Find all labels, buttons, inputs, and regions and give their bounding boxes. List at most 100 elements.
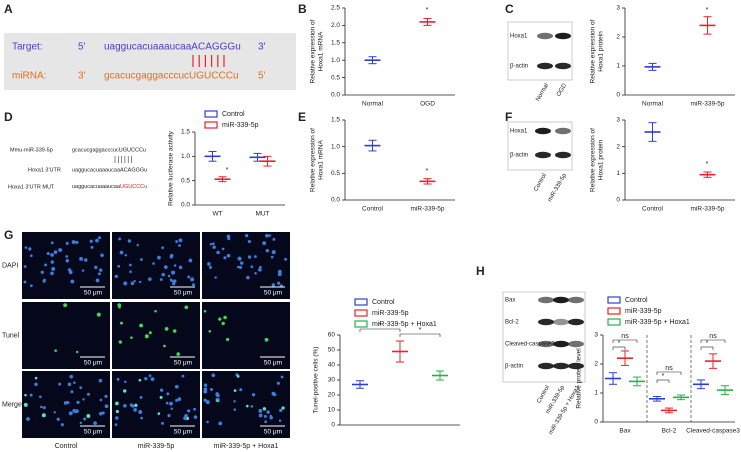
cell <box>138 410 143 414</box>
cell <box>245 234 249 238</box>
cell <box>96 312 101 317</box>
legend-swatch <box>354 298 368 306</box>
y-tick-label: 0 <box>616 197 620 204</box>
cell <box>73 381 76 384</box>
cell <box>223 256 227 260</box>
y-tick-label: 1 <box>616 63 620 70</box>
cell <box>212 242 215 246</box>
cell <box>86 414 91 418</box>
blot-band <box>537 32 553 40</box>
cell <box>60 423 64 427</box>
y-tick-label: 1 <box>616 170 620 177</box>
y-tick-label: 0.0 <box>331 197 340 204</box>
sequence-name: Mmu-miR-339-5p <box>10 147 53 153</box>
cell <box>246 275 250 280</box>
cell <box>148 277 152 282</box>
cell <box>163 344 166 348</box>
blot-band <box>568 340 584 348</box>
cell <box>279 408 283 413</box>
cell <box>238 265 243 269</box>
scale-bar-label: 50 μm <box>264 429 282 436</box>
cell <box>115 409 119 414</box>
cell <box>268 234 272 237</box>
cell <box>133 279 136 283</box>
y-tick-label: 0.0 <box>331 92 340 99</box>
cell <box>214 276 217 279</box>
cell <box>209 243 213 246</box>
cell <box>247 255 252 259</box>
cell <box>233 389 237 393</box>
blot <box>507 21 573 81</box>
y-tick-label: 1.5 <box>181 129 190 136</box>
y-tick-label: 0 <box>616 92 620 99</box>
blot-lane-label: Control <box>533 173 548 193</box>
x-tick-label: Cleaved-caspase3 <box>686 428 740 435</box>
cell <box>29 393 33 397</box>
cell <box>115 416 119 420</box>
legend-swatch <box>607 318 621 326</box>
scale-bar-label: 50 μm <box>84 290 102 297</box>
cell <box>253 255 257 258</box>
blot-band <box>553 296 569 304</box>
legend-label: Control <box>372 299 395 306</box>
cell <box>51 266 56 271</box>
cell <box>259 265 262 269</box>
cell <box>40 405 43 409</box>
cell <box>23 280 27 284</box>
cell <box>226 234 231 239</box>
x-tick-label: Control <box>362 206 384 213</box>
cell <box>280 375 284 379</box>
scale-bar-label: 50 μm <box>174 360 192 367</box>
cell <box>236 265 240 269</box>
cell <box>114 274 118 279</box>
cell <box>271 283 275 287</box>
cell <box>70 279 75 284</box>
cell <box>190 277 195 282</box>
cell <box>237 256 242 261</box>
cell <box>171 270 176 275</box>
cell <box>128 263 132 267</box>
cell <box>138 378 142 382</box>
sequence-part: uaggucacuaaaucaa <box>72 184 121 190</box>
cell <box>79 421 83 425</box>
legend-swatch <box>354 309 368 317</box>
legend-swatch <box>607 296 621 304</box>
cell <box>170 407 173 411</box>
x-tick-label: Normal <box>642 101 664 108</box>
legend-label: miR-339-5p <box>372 310 409 317</box>
blot-band <box>555 62 571 70</box>
cell <box>264 420 268 424</box>
blot-band <box>538 296 554 304</box>
cell <box>212 245 216 249</box>
cell <box>263 414 267 418</box>
cell <box>167 414 171 418</box>
legend-swatch <box>204 110 218 118</box>
x-tick-label: MUT <box>255 211 269 218</box>
cell <box>208 330 212 333</box>
cell <box>139 395 143 399</box>
cell <box>277 269 282 274</box>
cell <box>178 244 181 247</box>
cell <box>218 421 223 426</box>
cell <box>79 386 83 389</box>
cell <box>148 374 152 378</box>
sequence-name: Hoxa1 3'UTR MUT <box>8 184 55 190</box>
cell <box>262 241 267 246</box>
blot-band <box>538 318 554 326</box>
cell <box>211 373 216 378</box>
cell <box>76 400 80 404</box>
scale-bar-label: 50 μm <box>174 429 192 436</box>
cell <box>239 261 244 265</box>
significance: * <box>426 168 429 175</box>
cell <box>271 250 276 255</box>
cell <box>192 283 195 287</box>
cell <box>233 400 236 403</box>
cell <box>221 321 225 326</box>
x-tick-label: miR-339-5p <box>691 206 725 213</box>
blot-row-label: β-actin <box>510 64 528 70</box>
legend-swatch <box>354 320 368 328</box>
cell <box>50 271 54 276</box>
cell <box>167 274 171 278</box>
cell <box>226 253 231 258</box>
panel-label: D <box>4 110 13 124</box>
